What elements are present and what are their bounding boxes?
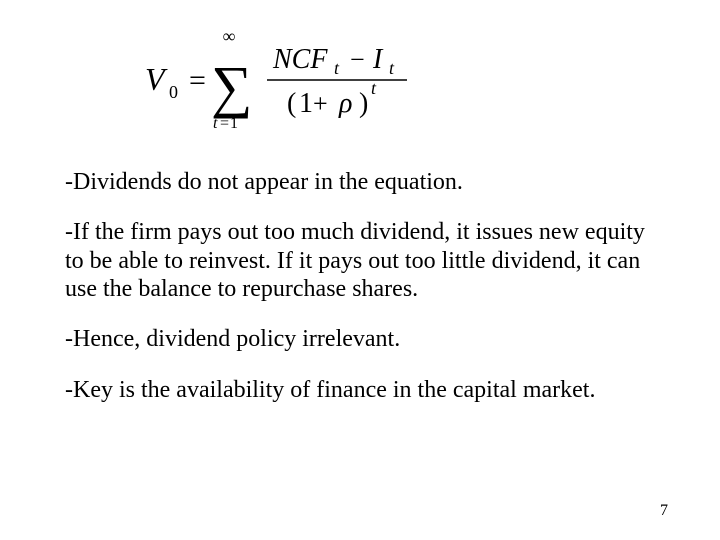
paragraph-1: -Dividends do not appear in the equation… (65, 168, 655, 196)
svg-text:t: t (334, 58, 340, 78)
svg-text:(: ( (287, 88, 296, 119)
svg-text:t: t (389, 58, 395, 78)
eq-sum-lower: t = 1 (213, 115, 238, 132)
svg-text:ρ: ρ (338, 88, 352, 119)
svg-text:I: I (372, 44, 384, 75)
svg-text:t: t (371, 78, 377, 98)
eq-equals: = (189, 64, 206, 97)
eq-lhs-var: V (145, 61, 168, 97)
svg-text:t: t (213, 115, 218, 132)
svg-text:): ) (359, 88, 368, 119)
eq-numerator: NCF t − I t (272, 44, 395, 78)
eq-sum-upper: ∞ (223, 28, 236, 46)
eq-denominator: ( 1 + ρ ) t (287, 78, 377, 119)
page-number: 7 (660, 502, 668, 520)
eq-lhs-sub: 0 (169, 82, 178, 102)
svg-text:1: 1 (299, 88, 313, 119)
paragraph-3: -Hence, dividend policy irrelevant. (65, 325, 655, 353)
svg-text:−: − (350, 45, 365, 74)
valuation-equation: V 0 = ∞ ∑ t = 1 NCF t − I t ( 1 + ρ ) t (145, 28, 655, 136)
svg-text:=: = (220, 115, 229, 132)
svg-text:NCF: NCF (272, 44, 328, 75)
svg-text:1: 1 (230, 115, 238, 132)
paragraph-4: -Key is the availability of finance in t… (65, 376, 655, 404)
eq-sigma: ∑ (211, 54, 252, 119)
svg-text:+: + (313, 89, 328, 118)
paragraph-2: -If the firm pays out too much dividend,… (65, 218, 655, 303)
